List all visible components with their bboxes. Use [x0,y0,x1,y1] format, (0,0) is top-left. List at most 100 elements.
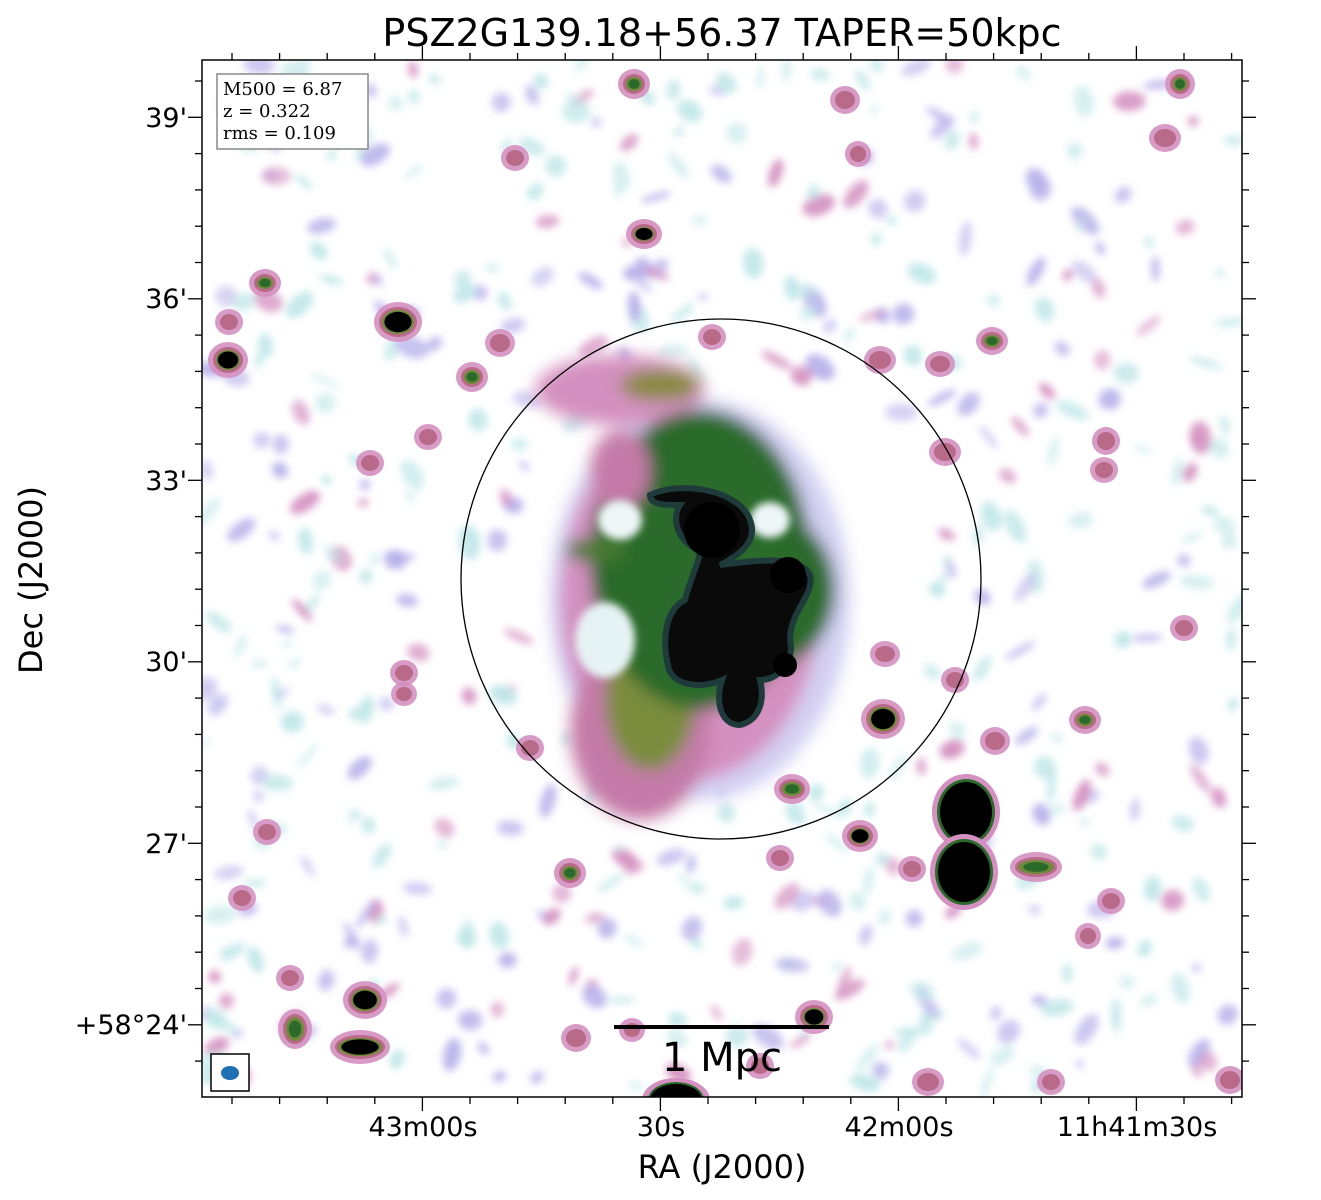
noise-blob [768,159,784,188]
noise-blob [578,335,609,357]
noise-blob [620,133,639,152]
noise-blob [757,66,764,90]
noise-blob [875,852,889,866]
noise-blob [564,93,583,106]
noise-blob [369,552,380,565]
noise-blob [612,161,630,193]
noise-blob [859,310,885,322]
noise-blob [1227,697,1238,712]
cluster-core [646,485,814,729]
noise-blob [496,820,524,836]
noise-blob [957,1038,981,1060]
noise-blob [484,263,499,273]
noise-blob [428,73,441,85]
noise-blob [817,889,842,917]
edge-source [642,1078,710,1097]
noise-blob [1161,889,1185,911]
noise-blob [1074,218,1087,232]
noise-blob [1033,402,1049,418]
noise-blob [285,291,314,319]
compact-source [485,329,515,357]
noise-blob [685,853,697,874]
noise-blob [247,809,258,830]
noise-blob [1031,693,1047,711]
noise-blob [869,105,878,115]
noise-blob [1171,815,1195,832]
plot-frame [201,59,1243,1098]
noise-blob [356,899,377,928]
noise-blob [903,345,923,366]
noise-blob [1076,1059,1084,1070]
y-tick-label: 33' [145,466,187,497]
noise-blob [1004,641,1036,660]
noise-blob [1136,315,1161,336]
noise-blob [859,924,873,946]
noise-blob [297,744,318,768]
noise-blob [1095,241,1106,255]
compact-source [929,438,961,466]
noise-blob [623,265,639,281]
noise-blob [453,270,471,287]
noise-blob [1212,516,1236,534]
noise-blob [863,866,874,896]
noise-blob [272,434,289,455]
noise-blob [215,285,237,307]
noise-blob [832,962,843,970]
noise-blob [856,1043,880,1072]
noise-blob [849,892,866,911]
noise-blob [562,100,591,124]
noise-blob [361,817,376,834]
noise-blob [949,720,965,741]
noise-blob [568,966,579,986]
noise-blob [545,155,567,177]
noise-blob [823,318,837,334]
noise-blob [233,292,255,312]
noise-blob [204,1008,227,1030]
noise-blob [792,282,819,299]
noise-blob [498,952,517,968]
noise-blob [930,115,955,139]
compact-source [1010,852,1062,882]
noise-blob [1015,726,1039,745]
noise-blob [668,152,689,179]
noise-blob [1210,787,1227,808]
noise-blob [1032,803,1051,826]
noise-blob [860,747,880,779]
noise-blob [789,1034,812,1049]
noise-blob [348,707,362,720]
noise-blob [207,693,228,716]
noise-blob [1188,116,1199,127]
noise-blob [402,881,432,895]
noise-blob [309,373,341,388]
noise-blob [291,400,311,425]
noise-blob [668,1011,687,1029]
info-m500: M500 = 6.87 [223,79,342,100]
noise-blob [1191,877,1211,902]
noise-blob [709,85,725,97]
noise-blob [929,581,946,598]
noise-blob [1027,904,1041,915]
noise-blob [805,354,835,381]
noise-blob [436,840,448,849]
noise-blob [808,783,824,802]
noise-blob [666,79,681,101]
noise-blob [315,392,336,413]
noise-blob [1198,1052,1218,1072]
noise-blob [372,273,383,287]
noise-blob [585,912,605,924]
compact-source [1037,1069,1065,1095]
noise-blob [606,997,637,1004]
noise-blobs [202,60,1242,1097]
noise-blob [1226,592,1242,624]
noise-blob [849,1073,881,1092]
noise-blob [458,525,481,560]
noise-blob [1171,972,1190,1004]
noise-blob [1091,278,1106,299]
noise-blob [1014,572,1037,602]
compact-source [941,667,969,693]
noise-blob [319,274,344,286]
noise-blob [731,938,753,966]
noise-blob [457,1009,483,1031]
noise-blob [1016,66,1031,80]
noise-blob [945,60,964,74]
